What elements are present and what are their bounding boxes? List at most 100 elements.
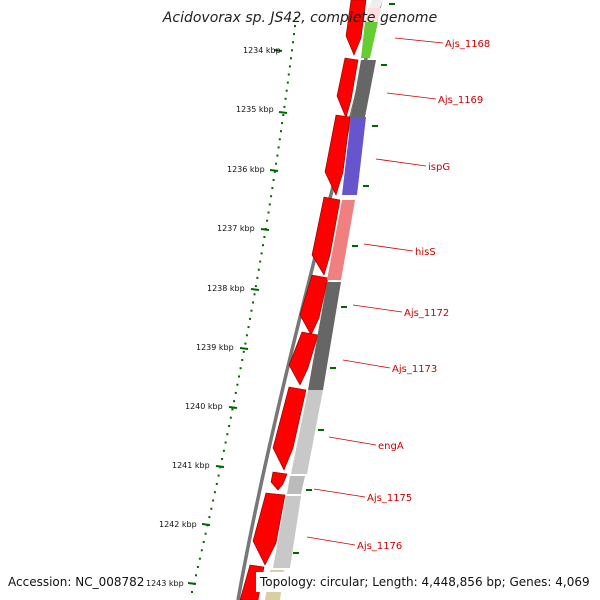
tick-label: 1234 kbp <box>243 46 281 55</box>
tick-mark <box>250 288 260 291</box>
tick-dot <box>222 449 225 452</box>
tick-mark <box>187 582 197 585</box>
feature-band <box>365 8 381 22</box>
forward-gene-arrow <box>311 196 341 276</box>
tick-dot <box>271 187 274 190</box>
tick-dot <box>259 260 262 263</box>
tick-dot <box>295 17 297 19</box>
tick-dot <box>231 408 234 411</box>
feature-band <box>361 22 378 58</box>
tick-dot <box>275 162 278 165</box>
forward-gene-arrow <box>299 274 329 336</box>
tick-mark <box>239 347 249 350</box>
feature-band <box>273 496 301 568</box>
tick-dot <box>281 122 284 125</box>
tick-dot <box>284 97 287 100</box>
gene-leader-line <box>386 92 437 100</box>
tick-dot <box>210 507 213 510</box>
gene-leader-line <box>313 488 366 498</box>
tick-dot <box>217 474 220 477</box>
tick-dot <box>241 359 244 361</box>
gene-label[interactable]: Ajs_1168 <box>445 39 490 50</box>
tick-dot <box>278 138 281 141</box>
tick-dot <box>234 391 237 394</box>
forward-gene-arrow <box>288 331 319 386</box>
gene-leader-line <box>394 37 444 44</box>
forward-gene-arrow <box>252 492 286 566</box>
tick-labels: 1234 kbp 1235 kbp 1236 kbp 1237 kbp 1238… <box>146 46 281 588</box>
accession-label: Accession: NC_008782 <box>8 575 144 589</box>
gene-label[interactable]: Ajs_1175 <box>367 493 412 504</box>
tick-dot <box>256 276 259 279</box>
map-title: Acidovorax sp. JS42, complete genome <box>162 10 437 26</box>
feature-band <box>369 0 383 8</box>
tick-mark <box>215 465 225 468</box>
tick-label: 1238 kbp <box>207 284 245 293</box>
tick-label: 1243 kbp <box>146 579 184 588</box>
footer-bg-right <box>256 572 596 592</box>
tick-label: 1236 kbp <box>227 165 265 174</box>
tick-dot <box>270 195 273 198</box>
tick-dot <box>238 375 240 378</box>
tick-dot <box>287 73 290 76</box>
tick-dot <box>213 491 216 494</box>
tick-mark <box>278 111 288 114</box>
gene-label[interactable]: hisS <box>415 247 436 258</box>
tick-dot <box>226 433 229 436</box>
tick-mark <box>201 523 211 526</box>
forward-gene-arrow <box>345 0 367 56</box>
gene-labels: Ajs_1168 Ajs_1169 ispG hisS Ajs_1172 Ajs… <box>306 37 490 552</box>
outer-tick-dashes <box>293 3 395 554</box>
tick-mark <box>269 169 279 172</box>
tick-dot <box>263 236 266 238</box>
tick-dot <box>254 285 257 288</box>
tick-dot <box>242 350 245 353</box>
tick-dot <box>252 301 254 304</box>
tick-dot <box>195 574 197 577</box>
tick-mark <box>260 228 270 231</box>
forward-gene-arrow <box>324 114 351 196</box>
tick-label: 1240 kbp <box>185 402 223 411</box>
tick-dot <box>239 367 242 370</box>
tick-dot <box>202 541 205 543</box>
gene-label[interactable]: engA <box>378 441 404 452</box>
tick-dot <box>233 400 236 403</box>
topology-label: Topology: circular; Length: 4,448,856 bp… <box>259 575 590 589</box>
tick-label: 1235 kbp <box>236 105 274 114</box>
tick-dot <box>198 557 201 560</box>
tick-dot <box>196 566 199 568</box>
tick-dot <box>212 499 215 502</box>
feature-band <box>287 476 305 494</box>
gene-label[interactable]: Ajs_1173 <box>392 364 437 375</box>
tick-dot <box>250 309 253 312</box>
gene-leader-line <box>375 158 427 167</box>
tick-dot <box>293 33 295 36</box>
tick-dot <box>262 244 264 247</box>
tick-dot <box>200 549 203 552</box>
tick-label: 1237 kbp <box>217 224 255 233</box>
gene-label[interactable]: Ajs_1176 <box>357 541 402 552</box>
tick-dot <box>290 57 292 60</box>
forward-gene-arrow <box>270 471 288 491</box>
tick-label: 1241 kbp <box>172 461 210 470</box>
tick-mark <box>273 49 283 52</box>
gene-leader-line <box>352 304 403 313</box>
tick-dot <box>244 342 247 345</box>
gene-label[interactable]: ispG <box>428 162 450 173</box>
gene-label[interactable]: Ajs_1169 <box>438 95 483 106</box>
tick-dot <box>229 416 232 419</box>
tick-dot <box>267 211 270 214</box>
tick-dot <box>208 516 211 519</box>
feature-band <box>327 200 355 280</box>
tick-label: 1239 kbp <box>196 343 234 352</box>
tick-dot <box>292 41 294 44</box>
gene-leader-line <box>306 536 356 546</box>
tick-dot <box>272 179 275 181</box>
tick-dot <box>285 89 288 92</box>
forward-gene-arrow <box>336 57 359 119</box>
tick-ring <box>191 17 297 593</box>
gene-leader-line <box>363 243 414 252</box>
gene-label[interactable]: Ajs_1172 <box>404 308 449 319</box>
gene-leader-line <box>328 436 377 446</box>
